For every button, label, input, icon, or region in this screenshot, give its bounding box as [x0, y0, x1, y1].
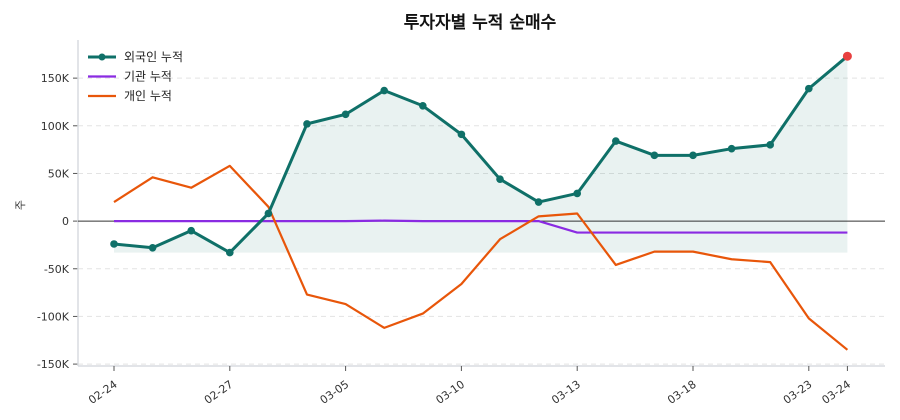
y-tick-label: -150K	[37, 358, 70, 371]
data-point	[689, 151, 697, 160]
y-tick-label: -50K	[44, 263, 70, 276]
data-point	[534, 198, 543, 206]
data-point	[226, 248, 234, 257]
y-tick-label: 0	[62, 215, 69, 228]
data-point	[612, 137, 620, 145]
y-axis-label: 주	[14, 200, 27, 210]
data-point	[573, 189, 581, 198]
y-tick-label: -100K	[37, 310, 70, 323]
data-point	[727, 144, 736, 153]
data-point	[650, 151, 659, 160]
last-point-marker	[842, 51, 852, 61]
x-tick-label: 03-05	[318, 378, 352, 407]
data-point	[264, 209, 273, 218]
data-point	[341, 110, 350, 119]
data-point	[766, 141, 774, 149]
data-point	[148, 244, 157, 252]
x-tick-label: 03-18	[665, 378, 699, 407]
data-point	[380, 86, 389, 95]
legend-label: 외국인 누적	[124, 50, 183, 64]
x-tick-label: 03-13	[549, 378, 583, 407]
legend-marker	[98, 53, 106, 61]
foreign-area-fill	[114, 56, 848, 253]
y-tick-label: 50K	[48, 167, 70, 180]
data-point	[187, 226, 195, 235]
series-line-0	[113, 55, 849, 255]
data-point	[303, 120, 311, 128]
data-point	[110, 240, 118, 248]
x-tick-label: 03-23	[781, 378, 815, 407]
series-line-1	[114, 219, 848, 234]
series-line-2	[113, 164, 849, 351]
legend-label: 기관 누적	[124, 70, 172, 84]
x-tick-label: 03-10	[433, 378, 467, 407]
y-tick-label: 100K	[41, 120, 70, 133]
data-point	[496, 175, 504, 183]
x-tick-label: 02-27	[202, 378, 236, 407]
data-point	[419, 101, 427, 110]
chart-title: 투자자별 누적 순매수	[404, 13, 557, 33]
x-tick-label: 02-24	[86, 378, 120, 407]
data-point	[457, 130, 466, 139]
data-point	[805, 84, 813, 93]
legend-label: 개인 누적	[124, 89, 172, 103]
x-tick-label: 03-24	[819, 378, 853, 407]
y-tick-label: 150K	[41, 72, 70, 85]
